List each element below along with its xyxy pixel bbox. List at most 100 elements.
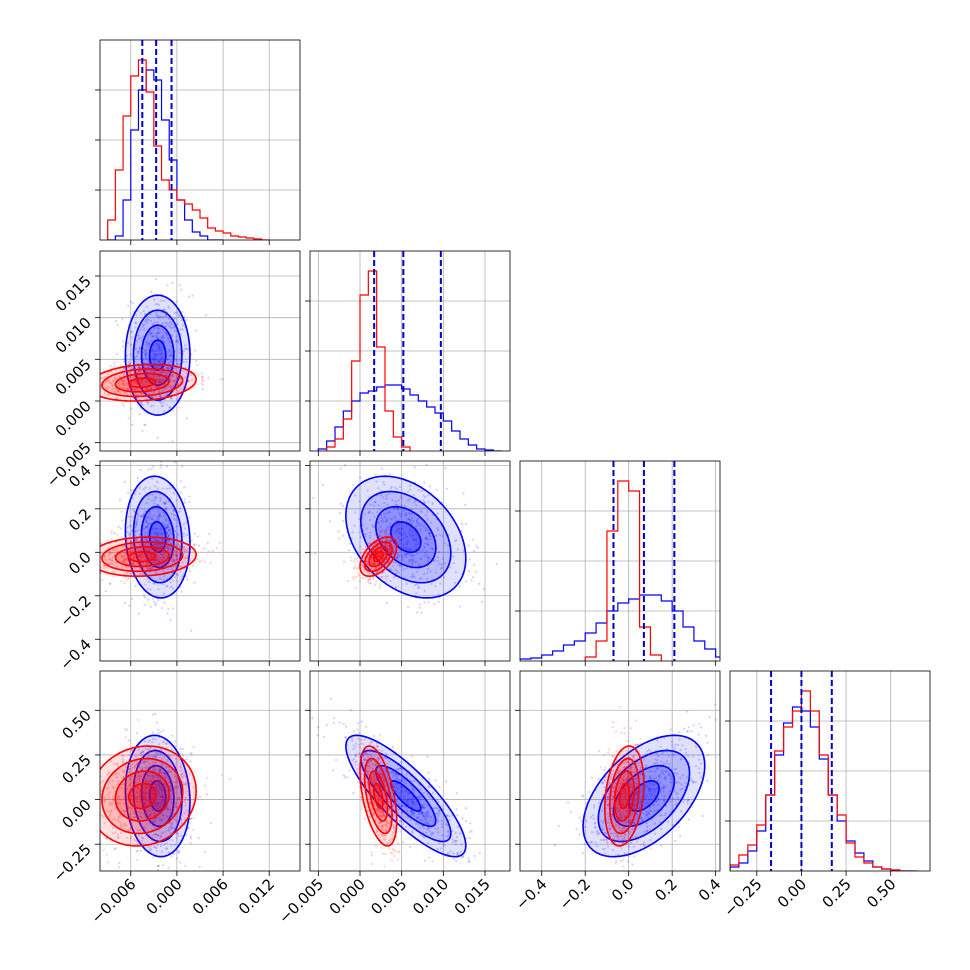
sample-point — [159, 381, 162, 384]
sample-point — [159, 767, 162, 771]
sample-point — [160, 850, 164, 853]
sample-point — [352, 567, 356, 570]
sample-point — [110, 760, 113, 763]
sample-point — [145, 815, 149, 819]
sample-point — [407, 499, 410, 502]
sample-point — [145, 526, 148, 529]
sample-point — [134, 538, 137, 542]
sample-point — [145, 786, 148, 789]
sample-point — [171, 550, 174, 553]
sample-point — [170, 826, 174, 830]
sample-point — [162, 864, 165, 867]
sample-point — [117, 835, 120, 838]
sample-point — [158, 765, 162, 768]
sample-point — [140, 778, 143, 781]
sample-point — [124, 786, 127, 789]
sample-point — [175, 554, 178, 557]
sample-point — [146, 798, 149, 802]
sample-point — [378, 553, 381, 556]
sample-point — [383, 553, 386, 556]
density-fill-red — [100, 537, 197, 577]
sample-point — [172, 788, 176, 791]
sample-point — [350, 559, 353, 562]
sample-point — [188, 821, 191, 824]
sample-point — [122, 796, 126, 799]
sample-point — [445, 487, 448, 490]
sample-point — [172, 807, 175, 810]
sample-point — [375, 557, 378, 561]
sample-point — [159, 787, 162, 790]
sample-point — [175, 782, 178, 785]
sample-point — [155, 849, 158, 853]
sample-point — [203, 784, 206, 787]
sample-point — [376, 555, 379, 558]
sample-point — [162, 556, 165, 559]
sample-point — [106, 773, 109, 776]
sample-point — [164, 782, 167, 786]
sample-point — [158, 327, 161, 330]
sample-point — [154, 386, 157, 389]
sample-point — [118, 816, 122, 819]
sample-point — [183, 527, 187, 530]
sample-point — [170, 345, 173, 348]
sample-point — [178, 851, 181, 854]
sample-point — [172, 543, 175, 546]
sample-point — [134, 529, 137, 533]
sample-point — [377, 555, 380, 558]
sample-point — [475, 570, 478, 573]
density-fill-red — [115, 771, 170, 821]
sample-point — [178, 796, 181, 800]
sample-point — [167, 533, 170, 537]
sample-point — [106, 793, 110, 796]
sample-point — [149, 780, 152, 783]
contour-blue-2 — [360, 490, 452, 584]
sample-point — [136, 556, 139, 560]
sample-point — [159, 566, 162, 569]
contour-red-2 — [363, 541, 393, 573]
sample-point — [145, 562, 148, 566]
sample-point — [146, 341, 149, 344]
sample-point — [388, 539, 391, 543]
sample-point — [114, 549, 117, 552]
sample-point — [157, 381, 161, 384]
sample-point — [176, 322, 179, 326]
sample-point — [151, 380, 154, 383]
sample-point — [182, 360, 185, 364]
sample-point — [152, 374, 155, 377]
sample-point — [165, 324, 168, 328]
sample-point — [135, 760, 138, 763]
sample-point — [375, 555, 379, 558]
sample-point — [142, 488, 145, 491]
sample-point — [174, 378, 177, 382]
sample-point — [177, 390, 180, 393]
sample-point — [187, 826, 190, 829]
sample-point — [401, 533, 404, 536]
sample-point — [164, 371, 167, 374]
sample-point — [150, 796, 153, 799]
sample-point — [428, 534, 432, 538]
sample-point — [205, 313, 208, 317]
sample-point — [124, 534, 127, 538]
sample-point — [143, 583, 146, 586]
sample-point — [158, 364, 162, 368]
sample-point — [407, 490, 410, 493]
sample-point — [369, 503, 372, 506]
sample-point — [221, 377, 225, 381]
sample-point — [107, 810, 110, 813]
sample-point — [154, 570, 157, 574]
sample-point — [134, 584, 137, 588]
sample-point — [426, 518, 429, 521]
sample-point — [154, 803, 157, 807]
sample-point — [188, 516, 191, 519]
sample-point — [110, 389, 113, 392]
sample-point — [379, 543, 382, 547]
sample-point — [198, 560, 201, 563]
sample-point — [136, 849, 140, 852]
sample-point — [157, 515, 160, 519]
sample-point — [152, 833, 155, 836]
sample-point — [154, 385, 157, 388]
sample-point — [94, 565, 96, 567]
sample-point — [155, 335, 158, 338]
sample-point — [404, 552, 407, 556]
sample-point — [175, 762, 178, 765]
